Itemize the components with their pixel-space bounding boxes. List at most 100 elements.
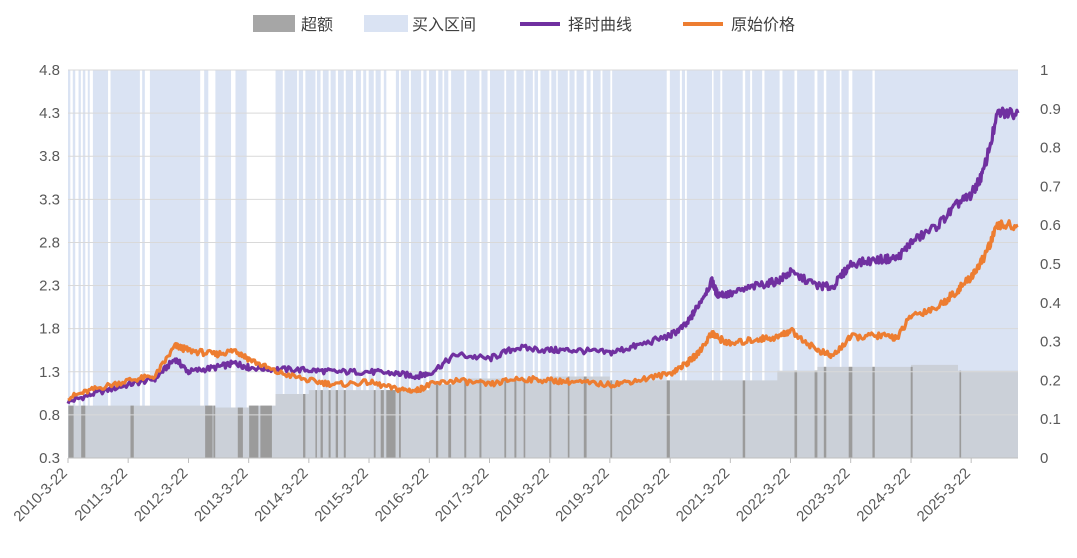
buy-interval-band <box>400 70 410 458</box>
x-tick-label: 2024-3-22 <box>853 465 913 525</box>
buy-interval-band <box>215 70 232 458</box>
buy-interval-band <box>586 70 591 458</box>
buy-interval-band <box>540 70 550 458</box>
buy-interval-band <box>316 70 321 458</box>
buy-interval-band <box>87 70 90 458</box>
excess-detail-stripe <box>666 380 670 458</box>
excess-detail-stripe <box>504 378 507 458</box>
excess-detail-stripe <box>514 378 517 458</box>
y-right-tick-label: 0.1 <box>1040 411 1061 428</box>
buy-interval-band <box>745 70 751 458</box>
x-tick-label: 2022-3-22 <box>733 465 793 525</box>
y-right-tick-label: 0.5 <box>1040 256 1061 273</box>
buy-interval-band <box>466 70 480 458</box>
x-tick-label: 2017-3-22 <box>432 465 492 525</box>
buy-interval-band <box>305 70 316 458</box>
excess-area <box>68 364 1018 458</box>
x-tick-label: 2014-3-22 <box>251 465 311 525</box>
excess-detail-stripe <box>380 390 384 458</box>
y-axis-left: 0.3 0.8 1.3 1.8 2.3 2.8 3.3 3.8 4.3 4.8 <box>39 62 60 467</box>
x-tick-label: 2015-3-22 <box>311 465 371 525</box>
x-tick-label: 2013-3-22 <box>191 465 251 525</box>
buy-interval-band <box>525 70 533 458</box>
buy-interval-band <box>110 70 140 458</box>
buy-interval-band <box>368 70 374 458</box>
buy-interval-bands <box>68 70 1018 458</box>
legend: 超额 买入区间 择时曲线 原始价格 <box>253 15 795 34</box>
buy-interval-band <box>72 70 76 458</box>
excess-detail-stripe <box>81 405 86 458</box>
legend-swatch <box>253 15 295 32</box>
buy-interval-band <box>395 70 400 458</box>
buy-interval-band <box>602 70 611 458</box>
y-right-tick-label: 0.8 <box>1040 140 1061 157</box>
excess-detail-stripe <box>549 378 552 458</box>
x-axis: 2010-3-22 2011-3-22 2012-3-22 2013-3-22 2014… <box>10 458 974 525</box>
x-tick-label: 2020-3-22 <box>613 465 673 525</box>
excess-detail-stripe <box>610 380 613 458</box>
excess-detail-stripe <box>464 378 467 458</box>
buy-interval-band <box>82 70 86 458</box>
excess-detail-stripe <box>479 378 482 458</box>
excess-detail-stripe <box>523 378 526 458</box>
legend-label: 超额 <box>301 15 333 34</box>
buy-interval-band <box>451 70 465 458</box>
excess-detail-stripe <box>742 380 746 458</box>
buy-interval-band <box>782 70 795 458</box>
y-left-tick-label: 3.3 <box>39 191 60 208</box>
buy-interval-band <box>142 70 145 458</box>
y-left-tick-label: 1.8 <box>39 321 60 338</box>
excess-detail-stripe <box>320 390 323 458</box>
x-tick-label: 2023-3-22 <box>793 465 853 525</box>
excess-detail-stripe <box>386 390 396 458</box>
series-lines <box>66 106 1020 405</box>
excess-detail-stripe <box>213 405 216 458</box>
series-line <box>67 219 1019 402</box>
plot-area <box>66 69 1020 459</box>
excess-detail-stripe <box>848 366 853 458</box>
buy-interval-band <box>551 70 557 458</box>
x-tick-label: 2016-3-22 <box>372 465 432 525</box>
y-right-tick-label: 0.4 <box>1040 295 1061 312</box>
buy-interval-band <box>534 70 538 458</box>
y-right-tick-label: 0 <box>1040 450 1048 467</box>
buy-interval-band <box>569 70 575 458</box>
buy-interval-band <box>481 70 488 458</box>
excess-detail-stripe <box>399 390 401 458</box>
y-left-tick-label: 4.8 <box>39 62 60 79</box>
legend-label: 择时曲线 <box>568 15 632 34</box>
y-left-tick-label: 4.3 <box>39 105 60 122</box>
buy-interval-band <box>557 70 568 458</box>
buy-interval-band <box>375 70 381 458</box>
buy-interval-band <box>722 70 743 458</box>
buy-interval-band <box>438 70 443 458</box>
y-right-tick-label: 0.3 <box>1040 334 1061 351</box>
y-right-tick-label: 0.6 <box>1040 217 1061 234</box>
x-tick-label: 2018-3-22 <box>492 465 552 525</box>
buy-interval-band <box>752 70 763 458</box>
gridlines <box>68 69 1018 416</box>
excess-detail-stripe <box>130 405 134 458</box>
excess-area-fill <box>68 364 1018 458</box>
buy-interval-band <box>235 70 247 458</box>
excess-detail-stripe <box>794 370 798 458</box>
excess-detail-stripe <box>814 370 818 458</box>
legend-swatch <box>364 15 408 32</box>
x-tick-label: 2012-3-22 <box>131 465 191 525</box>
excess-detail-stripe <box>910 366 913 458</box>
buy-interval-band <box>506 70 515 458</box>
buy-interval-band <box>338 70 344 458</box>
buy-interval-band <box>713 70 721 458</box>
buy-interval-band <box>593 70 601 458</box>
buy-interval-band <box>345 70 354 458</box>
buy-interval-band <box>92 70 109 458</box>
buy-interval-band <box>383 70 387 458</box>
y-right-tick-label: 0.7 <box>1040 178 1061 195</box>
excess-detail-stripe <box>872 366 875 458</box>
excess-detail-stripe <box>303 393 306 458</box>
y-right-tick-label: 0.9 <box>1040 101 1061 118</box>
buy-interval-band <box>322 70 329 458</box>
y-right-tick-label: 1 <box>1040 62 1048 79</box>
buy-interval-band <box>204 70 209 458</box>
